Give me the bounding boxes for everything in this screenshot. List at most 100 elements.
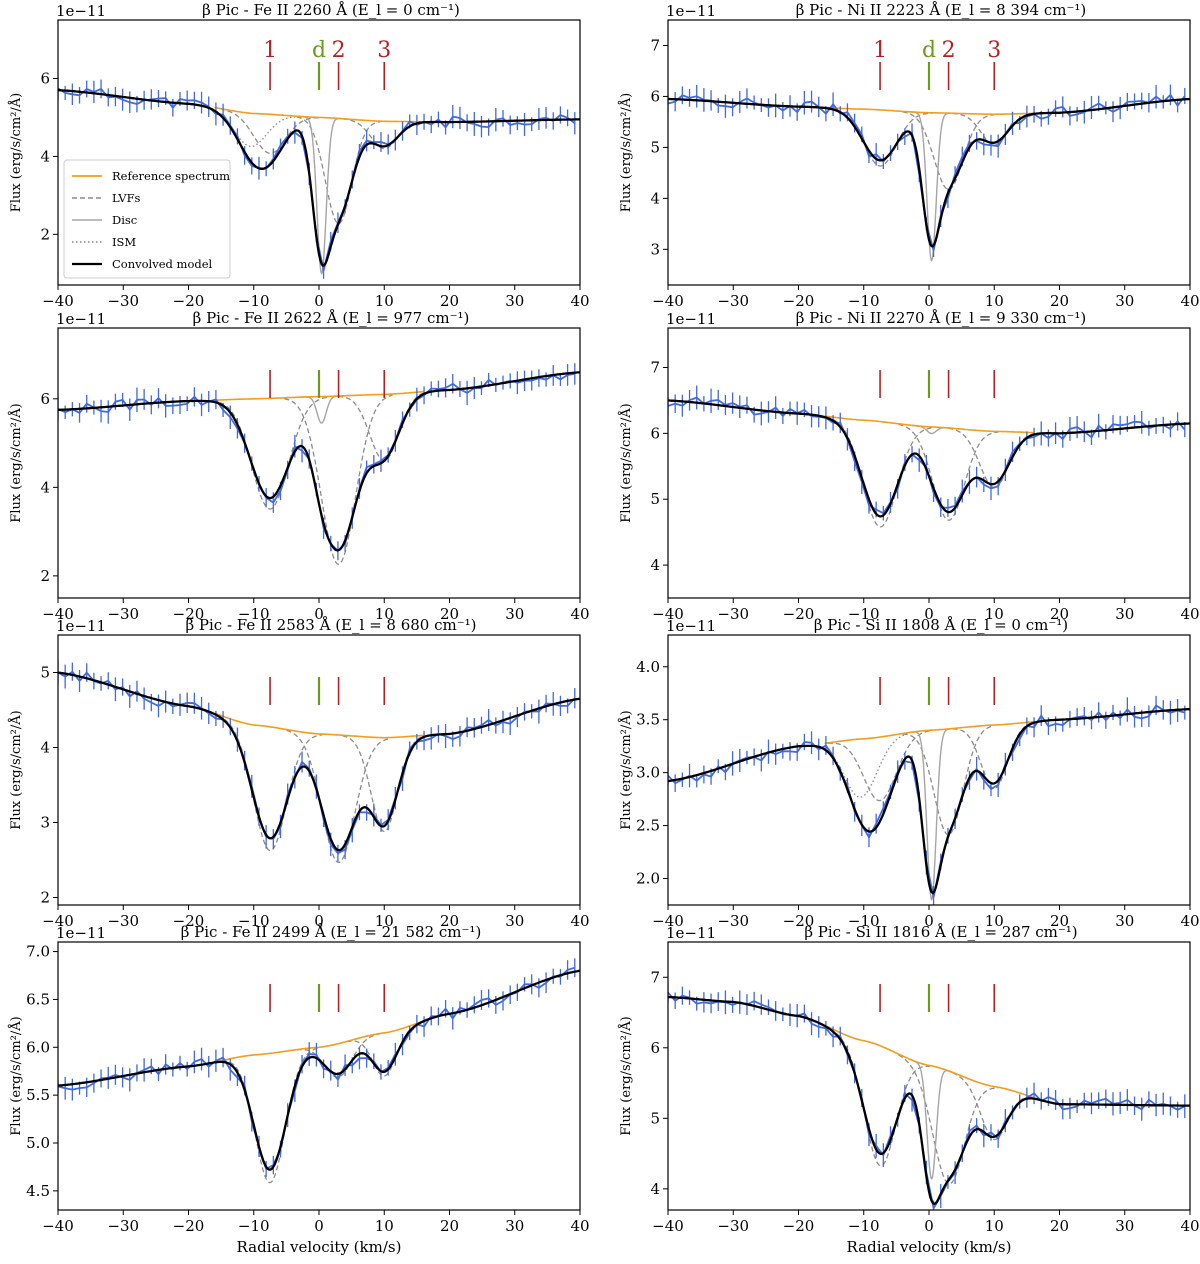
marker-label-1: 1 (873, 38, 887, 63)
reference-spectrum (824, 720, 1034, 745)
disc-component (299, 115, 344, 275)
x-tick-label: 0 (314, 292, 324, 310)
axes-frame (667, 941, 1191, 1211)
lvf-component-1 (825, 416, 935, 528)
offset-label: 1e−11 (56, 2, 106, 20)
x-tick-label: −20 (783, 1217, 815, 1235)
x-tick-label: −20 (173, 912, 205, 930)
y-tick-label: 6 (650, 1039, 660, 1057)
x-tick-label: 20 (1050, 1217, 1069, 1235)
x-tick-label: 0 (924, 292, 934, 310)
panel-title: β Pic - Fe II 2260 Å (E_l = 0 cm⁻¹) (202, 1, 460, 19)
lvf-component-2 (286, 729, 391, 864)
observed-spectrum (58, 670, 576, 855)
panel-title: β Pic - Si II 1808 Å (E_l = 0 cm⁻¹) (814, 616, 1068, 634)
x-tick-label: −40 (652, 292, 684, 310)
lvf-component-2 (898, 423, 999, 521)
error-bars (58, 363, 576, 561)
plot-area (668, 385, 1190, 528)
x-tick-label: 30 (505, 292, 524, 310)
y-tick-label: 5 (40, 664, 50, 682)
axes-frame (57, 941, 581, 1211)
disc-component (909, 111, 954, 262)
panel-title: β Pic - Si II 1816 Å (E_l = 287 cm⁻¹) (804, 923, 1077, 941)
x-tick-label: −30 (717, 912, 749, 930)
marker-label-3: 3 (987, 38, 1001, 63)
x-tick-label: 30 (505, 912, 524, 930)
lvf-component-3 (342, 735, 427, 833)
y-tick-label: 5 (650, 490, 660, 508)
marker-label-d: d (312, 38, 326, 63)
x-tick-label: 10 (375, 1217, 394, 1235)
legend-label-2: LVFs (112, 191, 141, 205)
y-tick-label: 6.5 (26, 990, 50, 1008)
x-tick-label: 30 (1115, 912, 1134, 930)
marker-label-d: d (922, 38, 936, 63)
x-tick-label: −10 (848, 605, 880, 623)
y-tick-label: 4 (650, 189, 660, 207)
x-tick-label: 10 (375, 605, 394, 623)
legend: Reference spectrum LVFs Disc ISM Convolved m… (63, 159, 231, 279)
x-tick-label: 40 (570, 292, 589, 310)
legend-label-1: Reference spectrum (112, 169, 230, 183)
x-tick-label: −10 (238, 1217, 270, 1235)
lvf-component-1 (221, 1047, 319, 1184)
y-tick-label: 6 (40, 69, 50, 87)
convolved-model (668, 399, 1190, 518)
x-tick-label: 10 (985, 292, 1004, 310)
x-tick-label: −40 (42, 605, 74, 623)
x-tick-label: 10 (985, 912, 1004, 930)
y-axis-label: Flux (erg/s/cm²/Å) (8, 1016, 24, 1135)
reference-spectrum (824, 1024, 1034, 1099)
x-tick-label: −30 (717, 1217, 749, 1235)
panel-2: 1 d 2 3 −40 −30 −20 −10 0 10 20 30 40 3 4 5 6 7 1e−11 β Pic… (618, 1, 1200, 310)
x-tick-label: 40 (1180, 605, 1199, 623)
reference-spectrum (824, 415, 1034, 434)
lvf-component-2 (898, 1054, 999, 1185)
x-tick-label: 30 (1115, 292, 1134, 310)
disc-component (299, 395, 344, 424)
x-tick-label: 0 (924, 912, 934, 930)
marker-label-1: 1 (263, 38, 277, 63)
marker-label-2: 2 (332, 38, 346, 63)
y-tick-label: 2 (40, 889, 50, 907)
x-tick-label: 0 (314, 1217, 324, 1235)
lvf-component-1 (827, 729, 933, 802)
y-tick-label: 4 (40, 739, 50, 757)
error-bars (58, 958, 576, 1178)
y-tick-label: 4.5 (26, 1182, 50, 1200)
y-tick-label: 2.0 (636, 870, 660, 888)
x-tick-label: 40 (1180, 1217, 1199, 1235)
x-tick-label: 30 (505, 605, 524, 623)
y-tick-label: 4 (40, 147, 50, 165)
x-tick-label: 0 (314, 912, 324, 930)
panel-title: β Pic - Fe II 2499 Å (E_l = 21 582 cm⁻¹) (181, 923, 482, 941)
x-tick-label: 20 (1050, 292, 1069, 310)
y-tick-label: 5.5 (26, 1086, 50, 1104)
legend-box (63, 159, 231, 279)
panel-5: −40 −30 −20 −10 0 10 20 30 40 2 3 4 5 1e−11 β Pic - Fe… (8, 616, 590, 930)
x-tick-label: −40 (42, 292, 74, 310)
x-tick-label: −20 (783, 605, 815, 623)
panel-6: −40 −30 −20 −10 0 10 20 30 40 2.0 2.5 3.0 3.5 4.0 1e−1… (618, 616, 1200, 930)
reference-spectrum (214, 106, 424, 123)
x-tick-label: 0 (924, 605, 934, 623)
y-tick-label: 7 (650, 36, 660, 54)
x-tick-label: −20 (173, 292, 205, 310)
convolved-model (668, 707, 1190, 895)
x-axis-label: Radial velocity (km/s) (847, 1238, 1012, 1256)
y-tick-label: 7 (650, 359, 660, 377)
error-bars (58, 660, 576, 862)
y-tick-label: 4.0 (636, 658, 660, 676)
plot-area (58, 363, 580, 565)
x-tick-label: −30 (717, 605, 749, 623)
offset-label: 1e−11 (56, 310, 106, 328)
x-tick-label: −10 (238, 912, 270, 930)
x-tick-label: −30 (107, 292, 139, 310)
y-tick-label: 5 (650, 138, 660, 156)
y-axis-label: Flux (erg/s/cm²/Å) (618, 93, 634, 212)
observed-spectrum (58, 966, 576, 1171)
plot-area (668, 695, 1190, 905)
